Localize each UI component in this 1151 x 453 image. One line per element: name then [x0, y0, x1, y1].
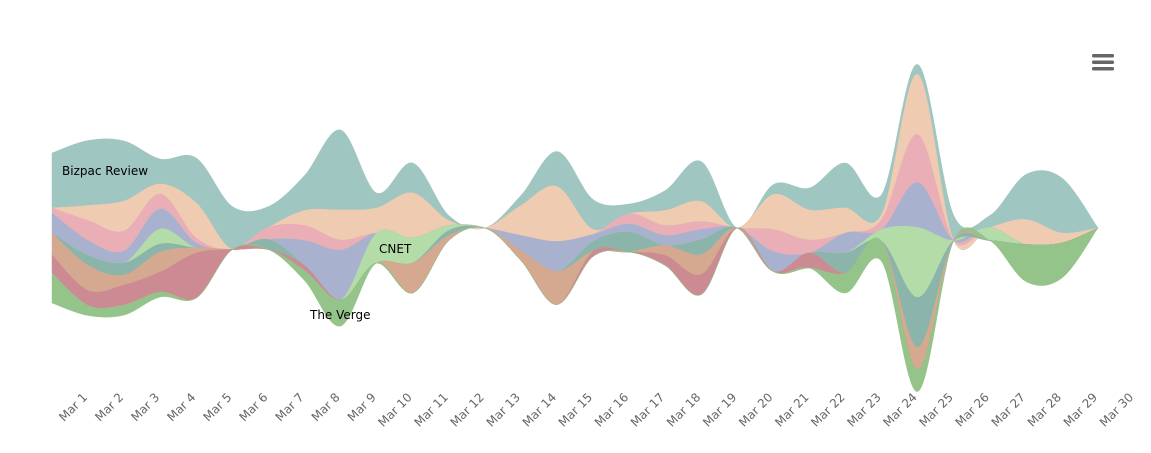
- menu-button[interactable]: [1092, 54, 1114, 71]
- x-tick-label: Mar 2: [92, 390, 126, 424]
- series-label: Bizpac Review: [62, 164, 148, 178]
- x-tick-label: Mar 19: [700, 390, 739, 429]
- x-tick-label: Mar 29: [1061, 390, 1100, 429]
- x-tick-label: Mar 26: [953, 390, 992, 429]
- series-label: CNET: [379, 242, 412, 256]
- x-tick-label: Mar 8: [309, 390, 343, 424]
- x-tick-label: Mar 20: [736, 390, 775, 429]
- series-label: The Verge: [309, 308, 371, 322]
- x-tick-label: Mar 25: [916, 390, 955, 429]
- x-tick-label: Mar 18: [664, 390, 703, 429]
- x-tick-label: Mar 6: [237, 390, 271, 424]
- x-tick-label: Mar 1: [56, 390, 90, 424]
- x-tick-label: Mar 7: [273, 390, 307, 424]
- x-tick-label: Mar 9: [345, 390, 379, 424]
- x-tick-label: Mar 16: [592, 390, 631, 429]
- x-tick-label: Mar 14: [520, 390, 559, 429]
- x-tick-label: Mar 13: [484, 390, 523, 429]
- x-tick-label: Mar 21: [772, 390, 811, 429]
- x-tick-label: Mar 4: [164, 390, 198, 424]
- x-tick-label: Mar 28: [1025, 390, 1064, 429]
- x-tick-label: Mar 11: [411, 390, 450, 429]
- menu-bar: [1092, 60, 1114, 64]
- x-tick-label: Mar 10: [375, 390, 414, 429]
- menu-bar: [1092, 67, 1114, 71]
- stream-area: [51, 226, 1099, 392]
- x-tick-label: Mar 27: [989, 390, 1028, 429]
- x-tick-label: Mar 17: [628, 390, 667, 429]
- menu-bar: [1092, 54, 1114, 58]
- x-tick-label: Mar 22: [808, 390, 847, 429]
- x-tick-label: Mar 30: [1097, 390, 1136, 429]
- x-tick-label: Mar 5: [200, 390, 234, 424]
- x-tick-label: Mar 15: [556, 390, 595, 429]
- x-tick-label: Mar 24: [880, 390, 919, 429]
- x-tick-label: Mar 12: [448, 390, 487, 429]
- x-tick-label: Mar 3: [128, 390, 162, 424]
- x-tick-label: Mar 23: [844, 390, 883, 429]
